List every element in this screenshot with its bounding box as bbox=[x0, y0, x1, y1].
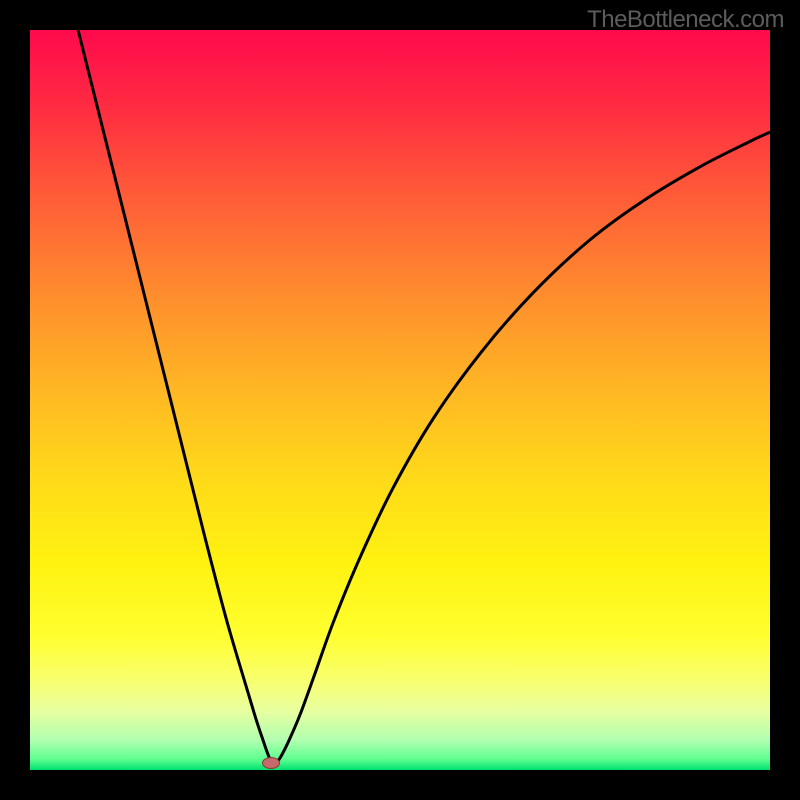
valley-marker bbox=[262, 757, 280, 769]
bottleneck-curve bbox=[30, 30, 770, 770]
watermark-text: TheBottleneck.com bbox=[587, 6, 784, 34]
plot-area bbox=[30, 30, 770, 770]
